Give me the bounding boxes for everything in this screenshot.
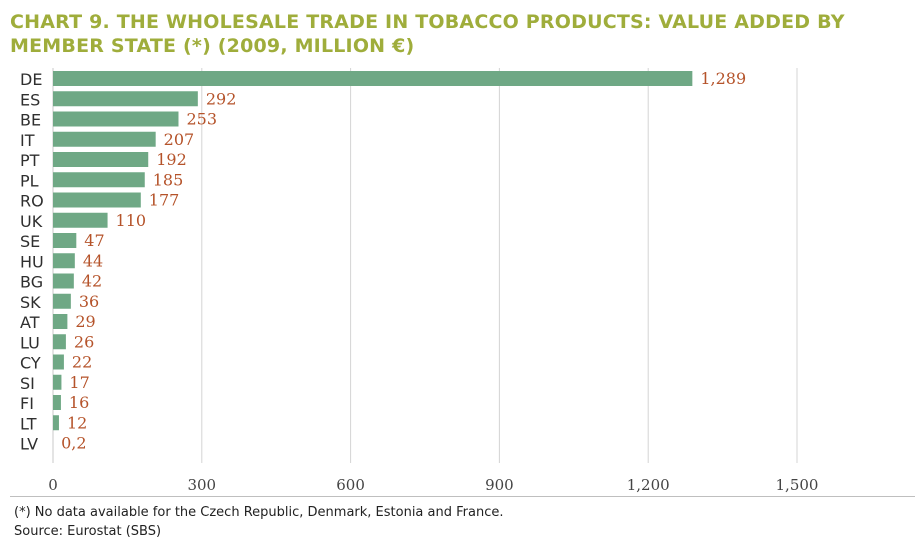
category-label: SE [20,232,40,251]
bar [53,71,693,86]
x-tick-label: 300 [187,476,216,494]
bar [53,354,64,370]
category-label: RO [20,192,44,211]
data-label: 29 [75,312,95,331]
category-label: UK [20,212,43,231]
bar [53,233,77,248]
data-label: 185 [153,170,184,189]
bars [53,71,693,431]
footnote-divider [10,496,915,497]
bar [53,415,59,431]
x-tick-label: 0 [48,476,58,494]
footnote: (*) No data available for the Czech Repu… [14,505,504,520]
data-label: 47 [84,231,104,250]
bar [53,192,141,208]
category-label: SI [20,374,35,393]
bar [53,172,145,188]
category-label: PT [20,151,40,170]
data-label: 26 [74,332,94,351]
bar [53,273,74,289]
category-label: LV [20,435,38,454]
data-label: 36 [79,292,99,311]
category-label: HU [20,252,44,271]
data-label: 44 [83,251,103,270]
bar [53,131,156,147]
category-label: CY [20,354,41,373]
category-label: AT [20,313,40,332]
data-label: 177 [149,191,180,210]
data-label: 292 [206,89,237,108]
category-label: IT [20,131,35,150]
category-label: BE [20,111,41,130]
gridlines [52,68,798,463]
bar [53,212,108,228]
category-label: PL [20,171,39,190]
source-note: Source: Eurostat (SBS) [14,524,162,539]
category-label: FI [20,394,34,413]
chart-title: CHART 9. THE WHOLESALE TRADE IN TOBACCO … [10,11,845,57]
category-label: LT [20,414,37,433]
category-label: ES [20,90,40,109]
category-label: SK [20,293,41,312]
x-tick-label: 1,200 [627,476,670,494]
data-label: 0,2 [61,434,86,453]
bar [53,253,75,269]
bar [53,293,71,309]
data-label: 42 [82,272,102,291]
data-label: 22 [72,353,92,372]
bar [53,314,68,329]
x-tick-label: 600 [336,476,365,494]
data-label: 12 [67,413,87,432]
data-label: 16 [69,393,89,412]
category-label: BG [20,273,43,292]
x-tick-label: 1,500 [776,476,819,494]
x-tick-label: 900 [485,476,514,494]
bar [53,395,61,410]
data-label: 192 [156,150,187,169]
data-label: 17 [69,373,89,392]
bar [53,91,198,107]
data-label: 110 [116,211,147,230]
data-label: 253 [186,110,217,129]
bar [53,111,179,127]
bar [53,334,66,350]
data-label: 1,289 [700,69,746,88]
bar [53,152,149,167]
bar [53,374,62,390]
data-label: 207 [164,130,195,149]
category-label: LU [20,333,40,352]
category-label: DE [20,70,42,89]
labels: 0 300 600 900 1,200 1,500 DE 1,289 ES 292 BE 253 IT 2… [20,69,818,494]
